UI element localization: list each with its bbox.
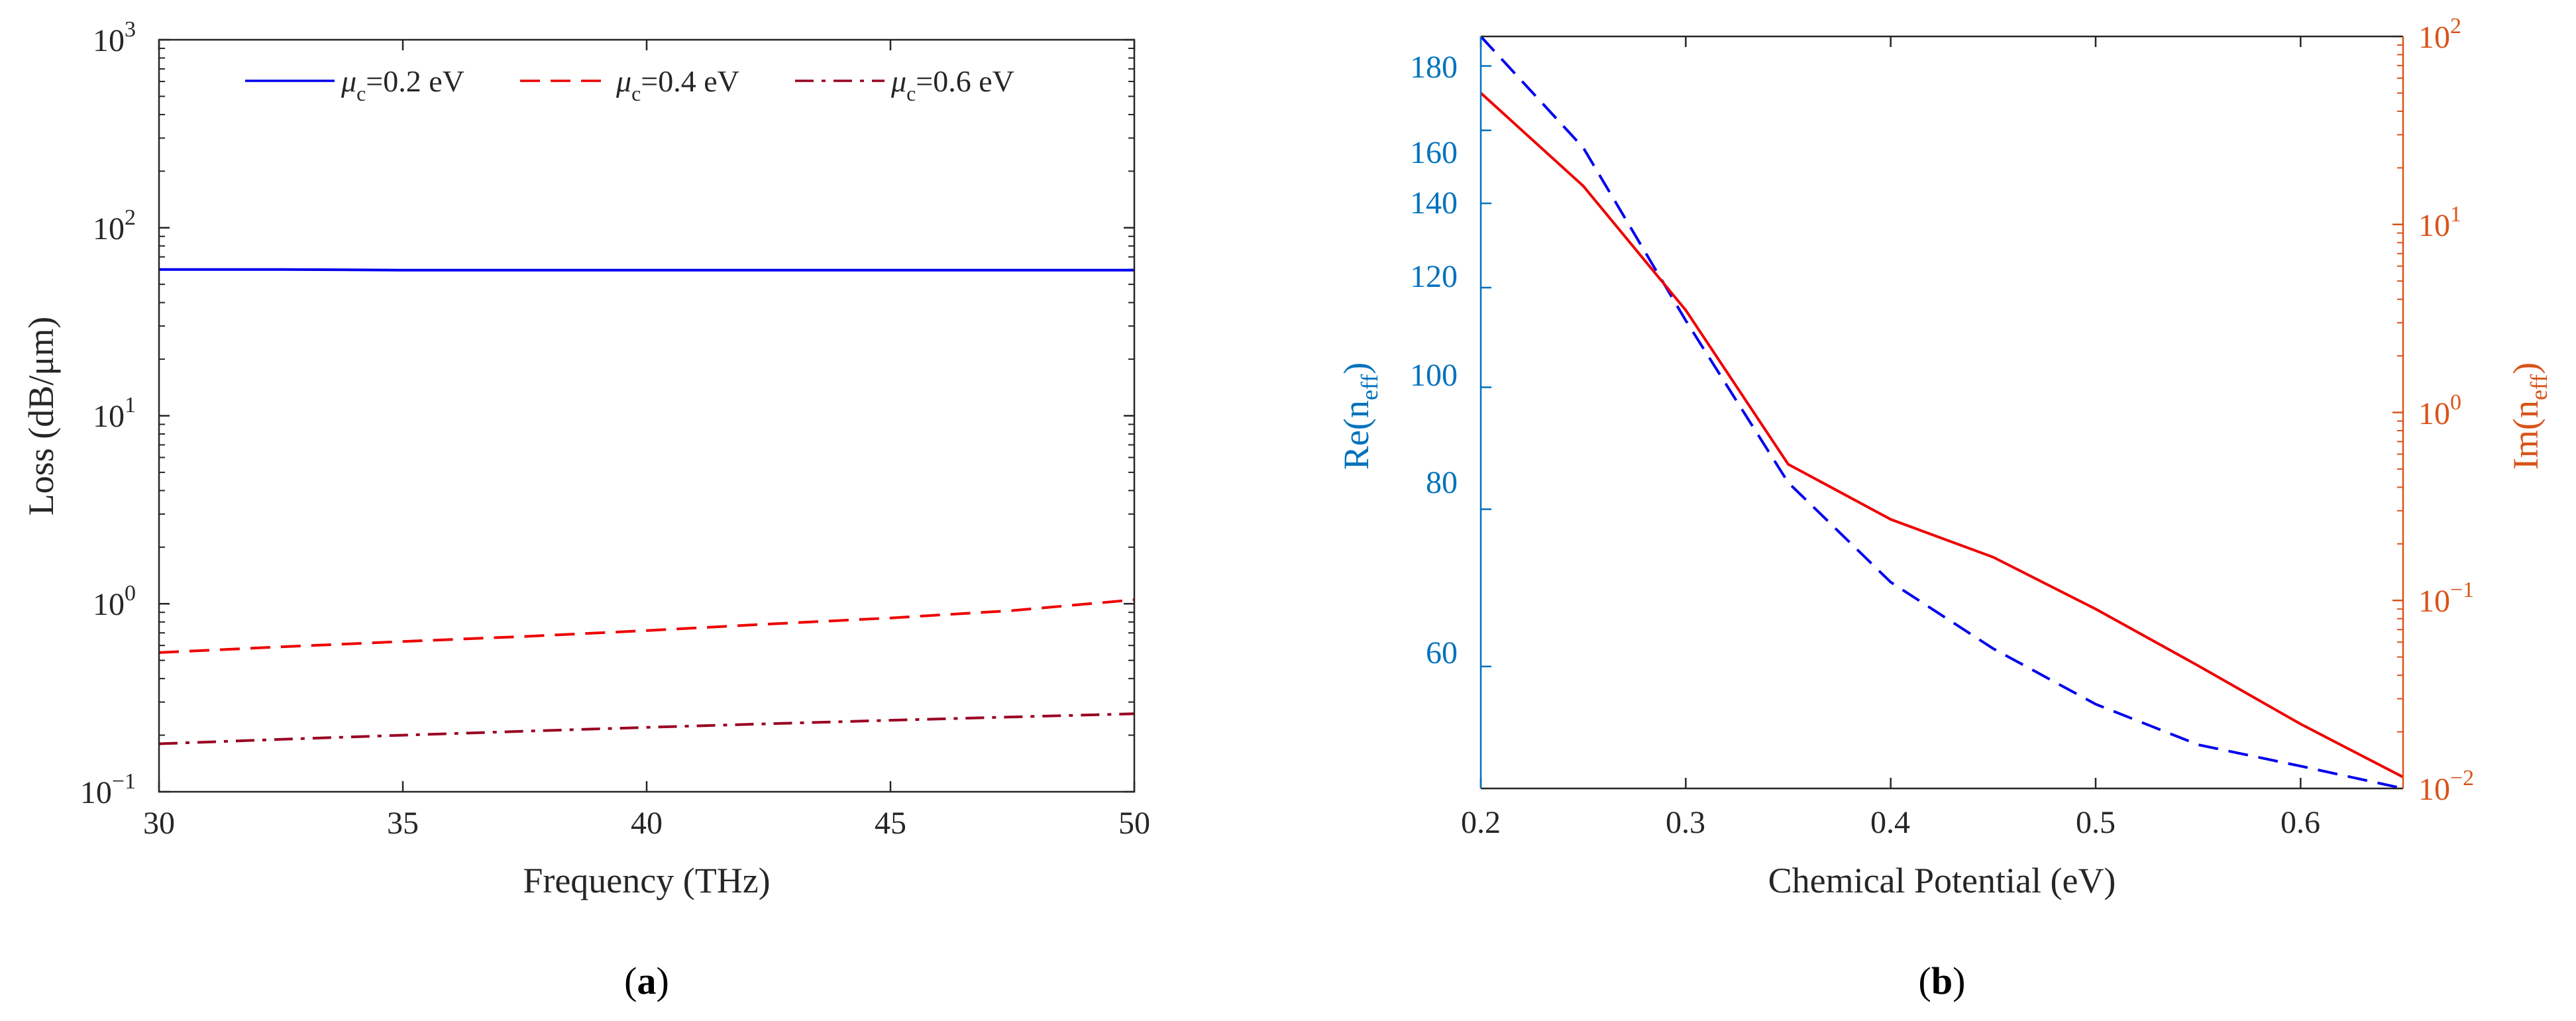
- panel-b-caption: (b): [1919, 959, 1966, 1002]
- panel-a: 30 35 40 45 50 10−1 100 101 102 103 Freq…: [21, 17, 1150, 1002]
- panel-b-xtick-label: 0.5: [2076, 805, 2116, 840]
- panel-a-series-line-1: [158, 598, 1135, 654]
- panel-b-series: [1479, 35, 2404, 790]
- panel-b-left-ytick-label: 60: [1426, 635, 1458, 671]
- panel-a-xtick-label: 50: [1118, 806, 1150, 841]
- panel-b-xtick-label: 0.4: [1870, 805, 1910, 840]
- panel-b-left-axis-label: Re(neff): [1336, 362, 1383, 470]
- panel-a-ytick-label: 101: [93, 393, 136, 434]
- panel-a-y-axis-label: Loss (dB/μm): [21, 317, 61, 515]
- panel-a-xtick-label: 35: [387, 806, 419, 841]
- panel-b-xtick-label: 0.6: [2281, 805, 2320, 840]
- panel-b-right-ytick-label: 100: [2418, 390, 2461, 431]
- panel-b-left-ytick-label: 160: [1410, 135, 1458, 170]
- panel-a-x-axis-label: Frequency (THz): [523, 861, 770, 900]
- panel-b-right-axis-label: Im(neff): [2506, 362, 2552, 470]
- panel-b-series-line-1: [1479, 91, 2404, 779]
- panel-a-ytick-label: 103: [93, 17, 136, 58]
- panel-b-left-ytick-label: 120: [1410, 259, 1458, 294]
- legend-label-mu02: μc=0.2 eV: [341, 64, 464, 105]
- panel-b-right-ytick-label: 10−1: [2418, 578, 2474, 619]
- legend-label-mu04: μc=0.4 eV: [616, 64, 739, 105]
- panel-a-ytick-label: 10−1: [80, 769, 136, 810]
- panel-a-xtick-label: 40: [631, 806, 663, 841]
- panel-a-caption: (a): [624, 959, 669, 1002]
- panel-a-legend: μc=0.2 eV μc=0.4 eV μc=0.6 eV: [245, 64, 1014, 105]
- panel-a-xtick-label: 45: [875, 806, 906, 841]
- panel-b-left-ytick-label: 80: [1426, 465, 1458, 500]
- legend-label-mu06: μc=0.6 eV: [890, 64, 1014, 105]
- panel-b-xtick-label: 0.3: [1666, 805, 1705, 840]
- panel-b-right-ytick-label: 101: [2418, 202, 2461, 243]
- panel-a-xtick-label: 30: [143, 806, 175, 841]
- panel-b: 0.2 0.3 0.4 0.5 0.6 60 80 100 120 140 16…: [1336, 14, 2552, 1002]
- panel-b-left-ytick-label: 140: [1410, 186, 1458, 221]
- panel-b-right-ytick-label: 10−2: [2418, 766, 2474, 807]
- panel-b-left-ytick-label: 180: [1410, 50, 1458, 85]
- panel-b-series-line-0: [1479, 35, 2404, 790]
- panel-b-x-axis-label: Chemical Potential (eV): [1768, 861, 2116, 900]
- panel-a-plot-frame: [158, 38, 1136, 793]
- panel-b-right-ytick-label: 102: [2418, 14, 2461, 55]
- panel-a-ytick-label: 102: [93, 205, 136, 246]
- panel-a-ytick-label: 100: [93, 581, 136, 622]
- panel-b-xtick-label: 0.2: [1461, 805, 1501, 840]
- panel-a-series-line-2: [158, 712, 1135, 745]
- panel-b-left-ytick-label: 100: [1410, 358, 1458, 393]
- panel-a-series: [158, 268, 1135, 745]
